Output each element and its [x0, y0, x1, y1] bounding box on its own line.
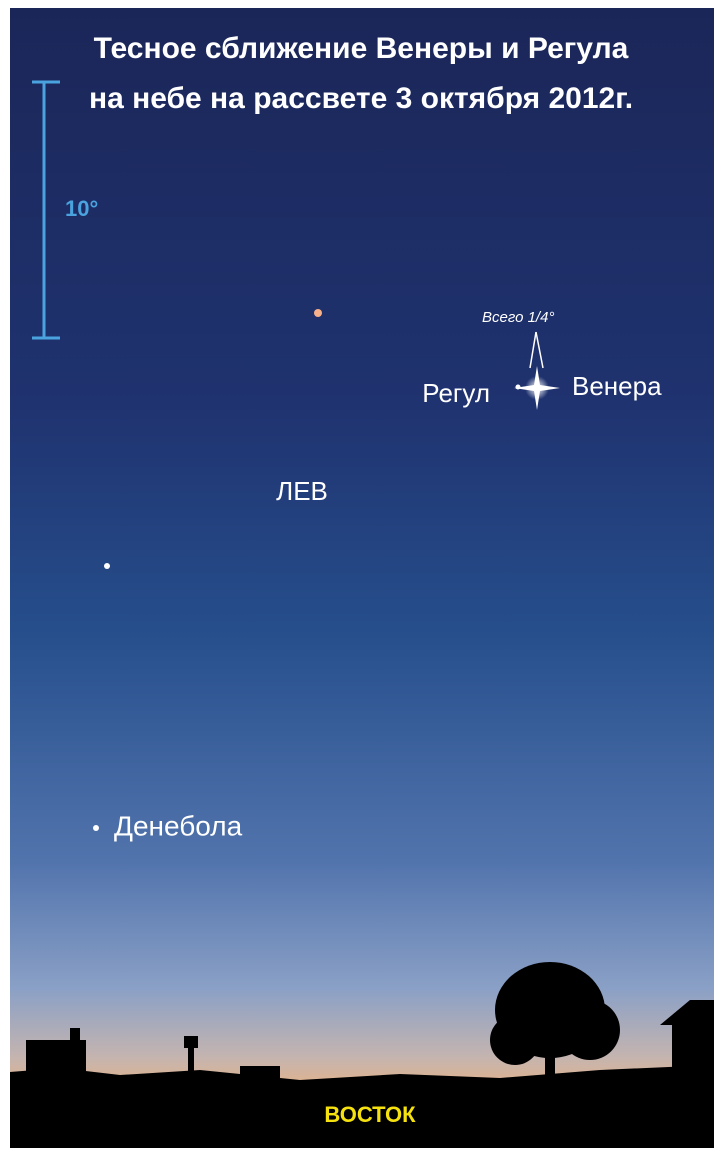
star-label: Денебола: [114, 810, 243, 841]
star-label: Венера: [572, 371, 662, 401]
star-label: Регул: [422, 378, 490, 408]
horizon-silhouette: [10, 962, 714, 1148]
scale-label: 10°: [65, 196, 98, 221]
star: [104, 563, 110, 569]
title-line: Тесное сближение Венеры и Регула: [94, 32, 629, 65]
scale-bar: [32, 80, 60, 340]
constellation-label: ЛЕВ: [276, 476, 328, 506]
star: [314, 309, 322, 317]
star: [93, 825, 99, 831]
annotation: Всего 1/4°: [482, 309, 554, 326]
sky: [10, 8, 714, 1148]
pointer: [529, 331, 544, 369]
venus: [514, 366, 560, 410]
title-line: на небе на рассвете 3 октября 2012г.: [89, 82, 633, 115]
direction-label: ВОСТОК: [324, 1102, 416, 1127]
regulus: [515, 384, 521, 390]
